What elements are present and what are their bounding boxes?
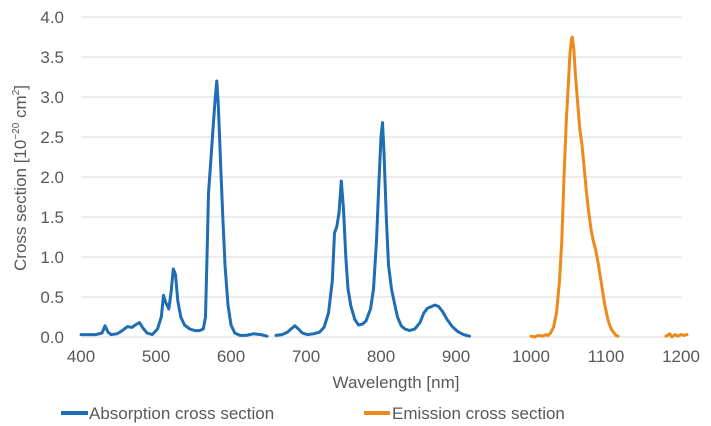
absorption-series-line <box>274 121 471 338</box>
x-tick-label: 900 <box>442 347 470 366</box>
emission-series-line <box>529 35 620 339</box>
y-tick-label: 3.5 <box>40 48 64 67</box>
emission-series-line <box>664 332 689 339</box>
x-axis-title: Wavelength [nm] <box>333 373 460 392</box>
x-tick-label: 1200 <box>662 347 700 366</box>
y-tick-label: 3.0 <box>40 88 64 107</box>
legend-label-absorption: Absorption cross section <box>89 404 274 423</box>
series-lines <box>79 35 689 339</box>
absorption-series-line <box>79 79 269 338</box>
x-tick-label: 700 <box>292 347 320 366</box>
y-tick-label: 1.5 <box>40 208 64 227</box>
y-tick-label: 2.5 <box>40 128 64 147</box>
y-tick-label: 2.0 <box>40 168 64 187</box>
x-tick-label: 600 <box>217 347 245 366</box>
y-tick-label: 0.5 <box>40 288 64 307</box>
legend-item-emission: Emission cross section <box>364 404 565 423</box>
y-axis-title: Cross section [10−20 cm2] <box>11 85 30 271</box>
x-tick-label: 500 <box>142 347 170 366</box>
x-tick-label: 1100 <box>588 347 625 366</box>
y-tick-label: 4.0 <box>40 8 64 27</box>
y-tick-label: 1.0 <box>40 248 64 267</box>
legend-item-absorption: Absorption cross section <box>61 404 274 423</box>
legend-label-emission: Emission cross section <box>392 404 565 423</box>
y-tick-label: 0.0 <box>40 328 64 347</box>
x-tick-label: 800 <box>367 347 395 366</box>
y-axis-ticks: 0.0 0.5 1.0 1.5 2.0 2.5 3.0 3.5 4.0 <box>40 8 64 347</box>
legend: Absorption cross section Emission cross … <box>61 404 565 423</box>
x-tick-label: 400 <box>67 347 95 366</box>
x-tick-label: 1000 <box>512 347 550 366</box>
x-axis-ticks: 400 500 600 700 800 900 1000 1100 1200 <box>67 347 700 366</box>
